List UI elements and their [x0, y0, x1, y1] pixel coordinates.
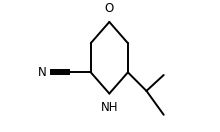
Text: O: O	[105, 2, 114, 15]
Text: NH: NH	[101, 101, 118, 114]
Text: N: N	[38, 66, 46, 79]
